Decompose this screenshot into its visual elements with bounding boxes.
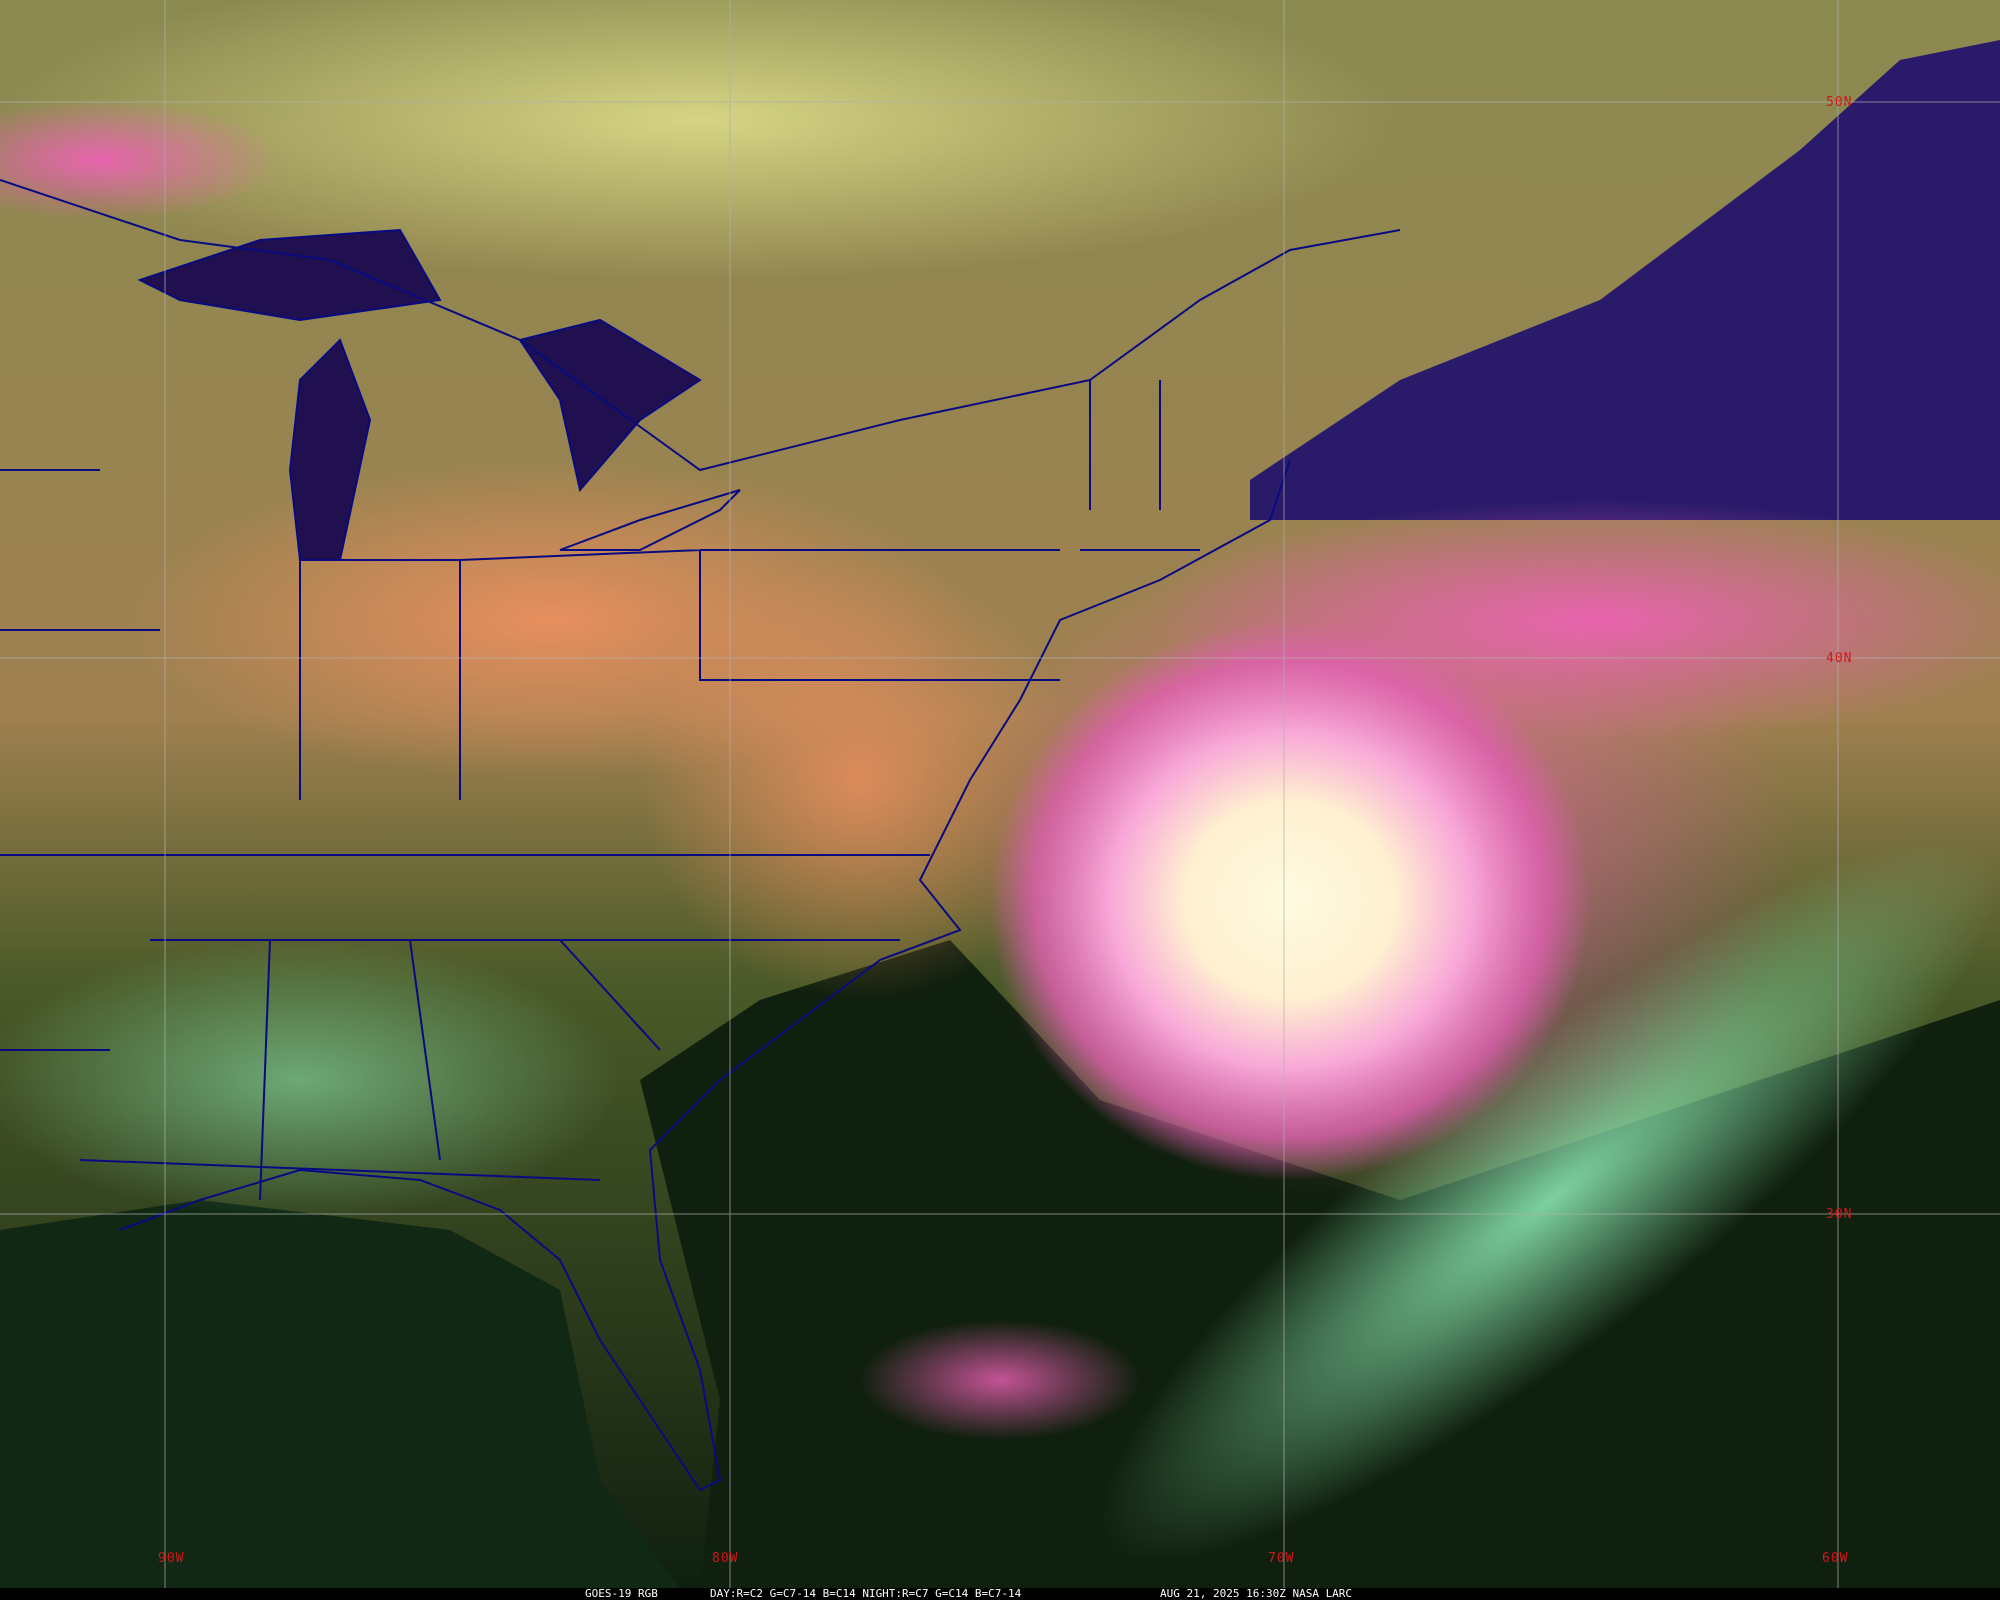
lat-label-30n: 30N — [1826, 1207, 1852, 1222]
lon-label-60w: 60W — [1822, 1551, 1848, 1566]
lon-label-90w: 90W — [158, 1551, 184, 1566]
caption-timestamp: AUG 21, 2025 16:30Z NASA LARC — [1160, 1587, 1353, 1600]
caption-product: GOES-19 RGB — [585, 1587, 658, 1600]
atlantic-north — [1250, 40, 2000, 520]
us-canada-border — [0, 179, 1401, 472]
caption-bar: GOES-19 RGB DAY:R=C2 G=C7-14 B=C14 NIGHT… — [0, 1588, 2000, 1600]
lon-label-80w: 80W — [712, 1551, 738, 1566]
lake-superior — [137, 228, 442, 322]
canada-cloud — [0, 0, 1400, 280]
south-green — [0, 940, 620, 1220]
nw-pink — [0, 100, 280, 220]
gulf — [0, 1200, 680, 1588]
trailing-band — [1100, 838, 2000, 1562]
lat-label-50n: 50N — [1826, 95, 1852, 110]
east-coast — [119, 459, 1291, 1492]
hurricane-core — [990, 620, 1590, 1180]
caribbean-cloud — [860, 1320, 1140, 1440]
state-lines — [0, 380, 1200, 1201]
political-boundaries — [0, 179, 1401, 1492]
caption-recipe: DAY:R=C2 G=C7-14 B=C14 NIGHT:R=C7 G=C14 … — [710, 1587, 1022, 1600]
lon-label-70w: 70W — [1268, 1551, 1294, 1566]
lat-label-40n: 40N — [1826, 651, 1852, 666]
